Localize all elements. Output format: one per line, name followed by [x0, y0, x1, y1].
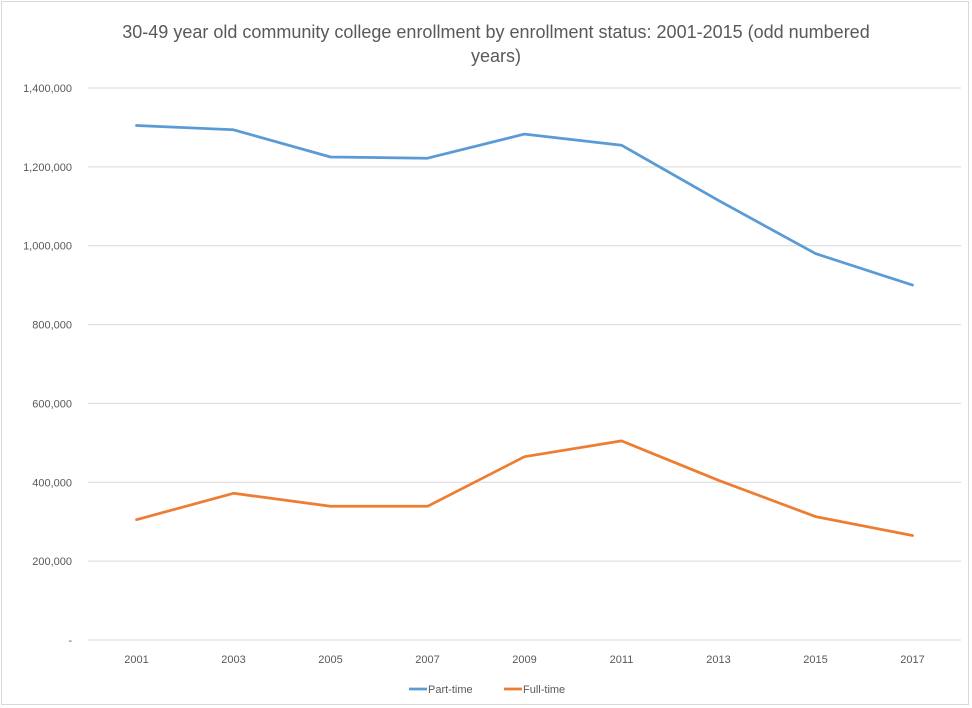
y-axis-tick-labels: - 200,000 400,000 600,000 800,000 1,000,000 1,…	[23, 83, 72, 647]
series-line-part-time	[135, 124, 914, 287]
x-axis-tick-labels: 2001 2003 2005 2007 2009 2011 2013 2015 2017	[124, 654, 924, 666]
x-tick-label: 2001	[124, 654, 148, 666]
x-tick-label: 2011	[610, 654, 634, 666]
y-tick-label: 1,200,000	[23, 162, 72, 174]
legend: Part-time Full-time	[409, 684, 565, 696]
y-tick-label: 1,000,000	[23, 241, 72, 253]
chart-title-line-2: years)	[471, 46, 521, 66]
x-tick-label: 2017	[900, 654, 924, 666]
chart-title-line-1: 30-49 year old community college enrollm…	[122, 22, 869, 42]
x-tick-label: 2005	[318, 654, 342, 666]
legend-label: Part-time	[428, 684, 473, 696]
gridlines	[88, 87, 961, 641]
y-tick-label: 600,000	[32, 398, 72, 410]
x-tick-label: 2015	[803, 654, 827, 666]
x-tick-label: 2009	[512, 654, 536, 666]
x-tick-label: 2007	[415, 654, 439, 666]
x-tick-label: 2003	[221, 654, 245, 666]
legend-label: Full-time	[523, 684, 565, 696]
series-line-full-time	[135, 439, 914, 537]
y-tick-label: 800,000	[32, 320, 72, 332]
y-tick-label: -	[68, 635, 72, 647]
y-tick-label: 400,000	[32, 477, 72, 489]
y-tick-label: 1,400,000	[23, 83, 72, 95]
y-tick-label: 200,000	[32, 556, 72, 568]
x-tick-label: 2013	[706, 654, 730, 666]
chart-title: 30-49 year old community college enrollm…	[122, 22, 869, 66]
series-lines	[135, 124, 914, 537]
